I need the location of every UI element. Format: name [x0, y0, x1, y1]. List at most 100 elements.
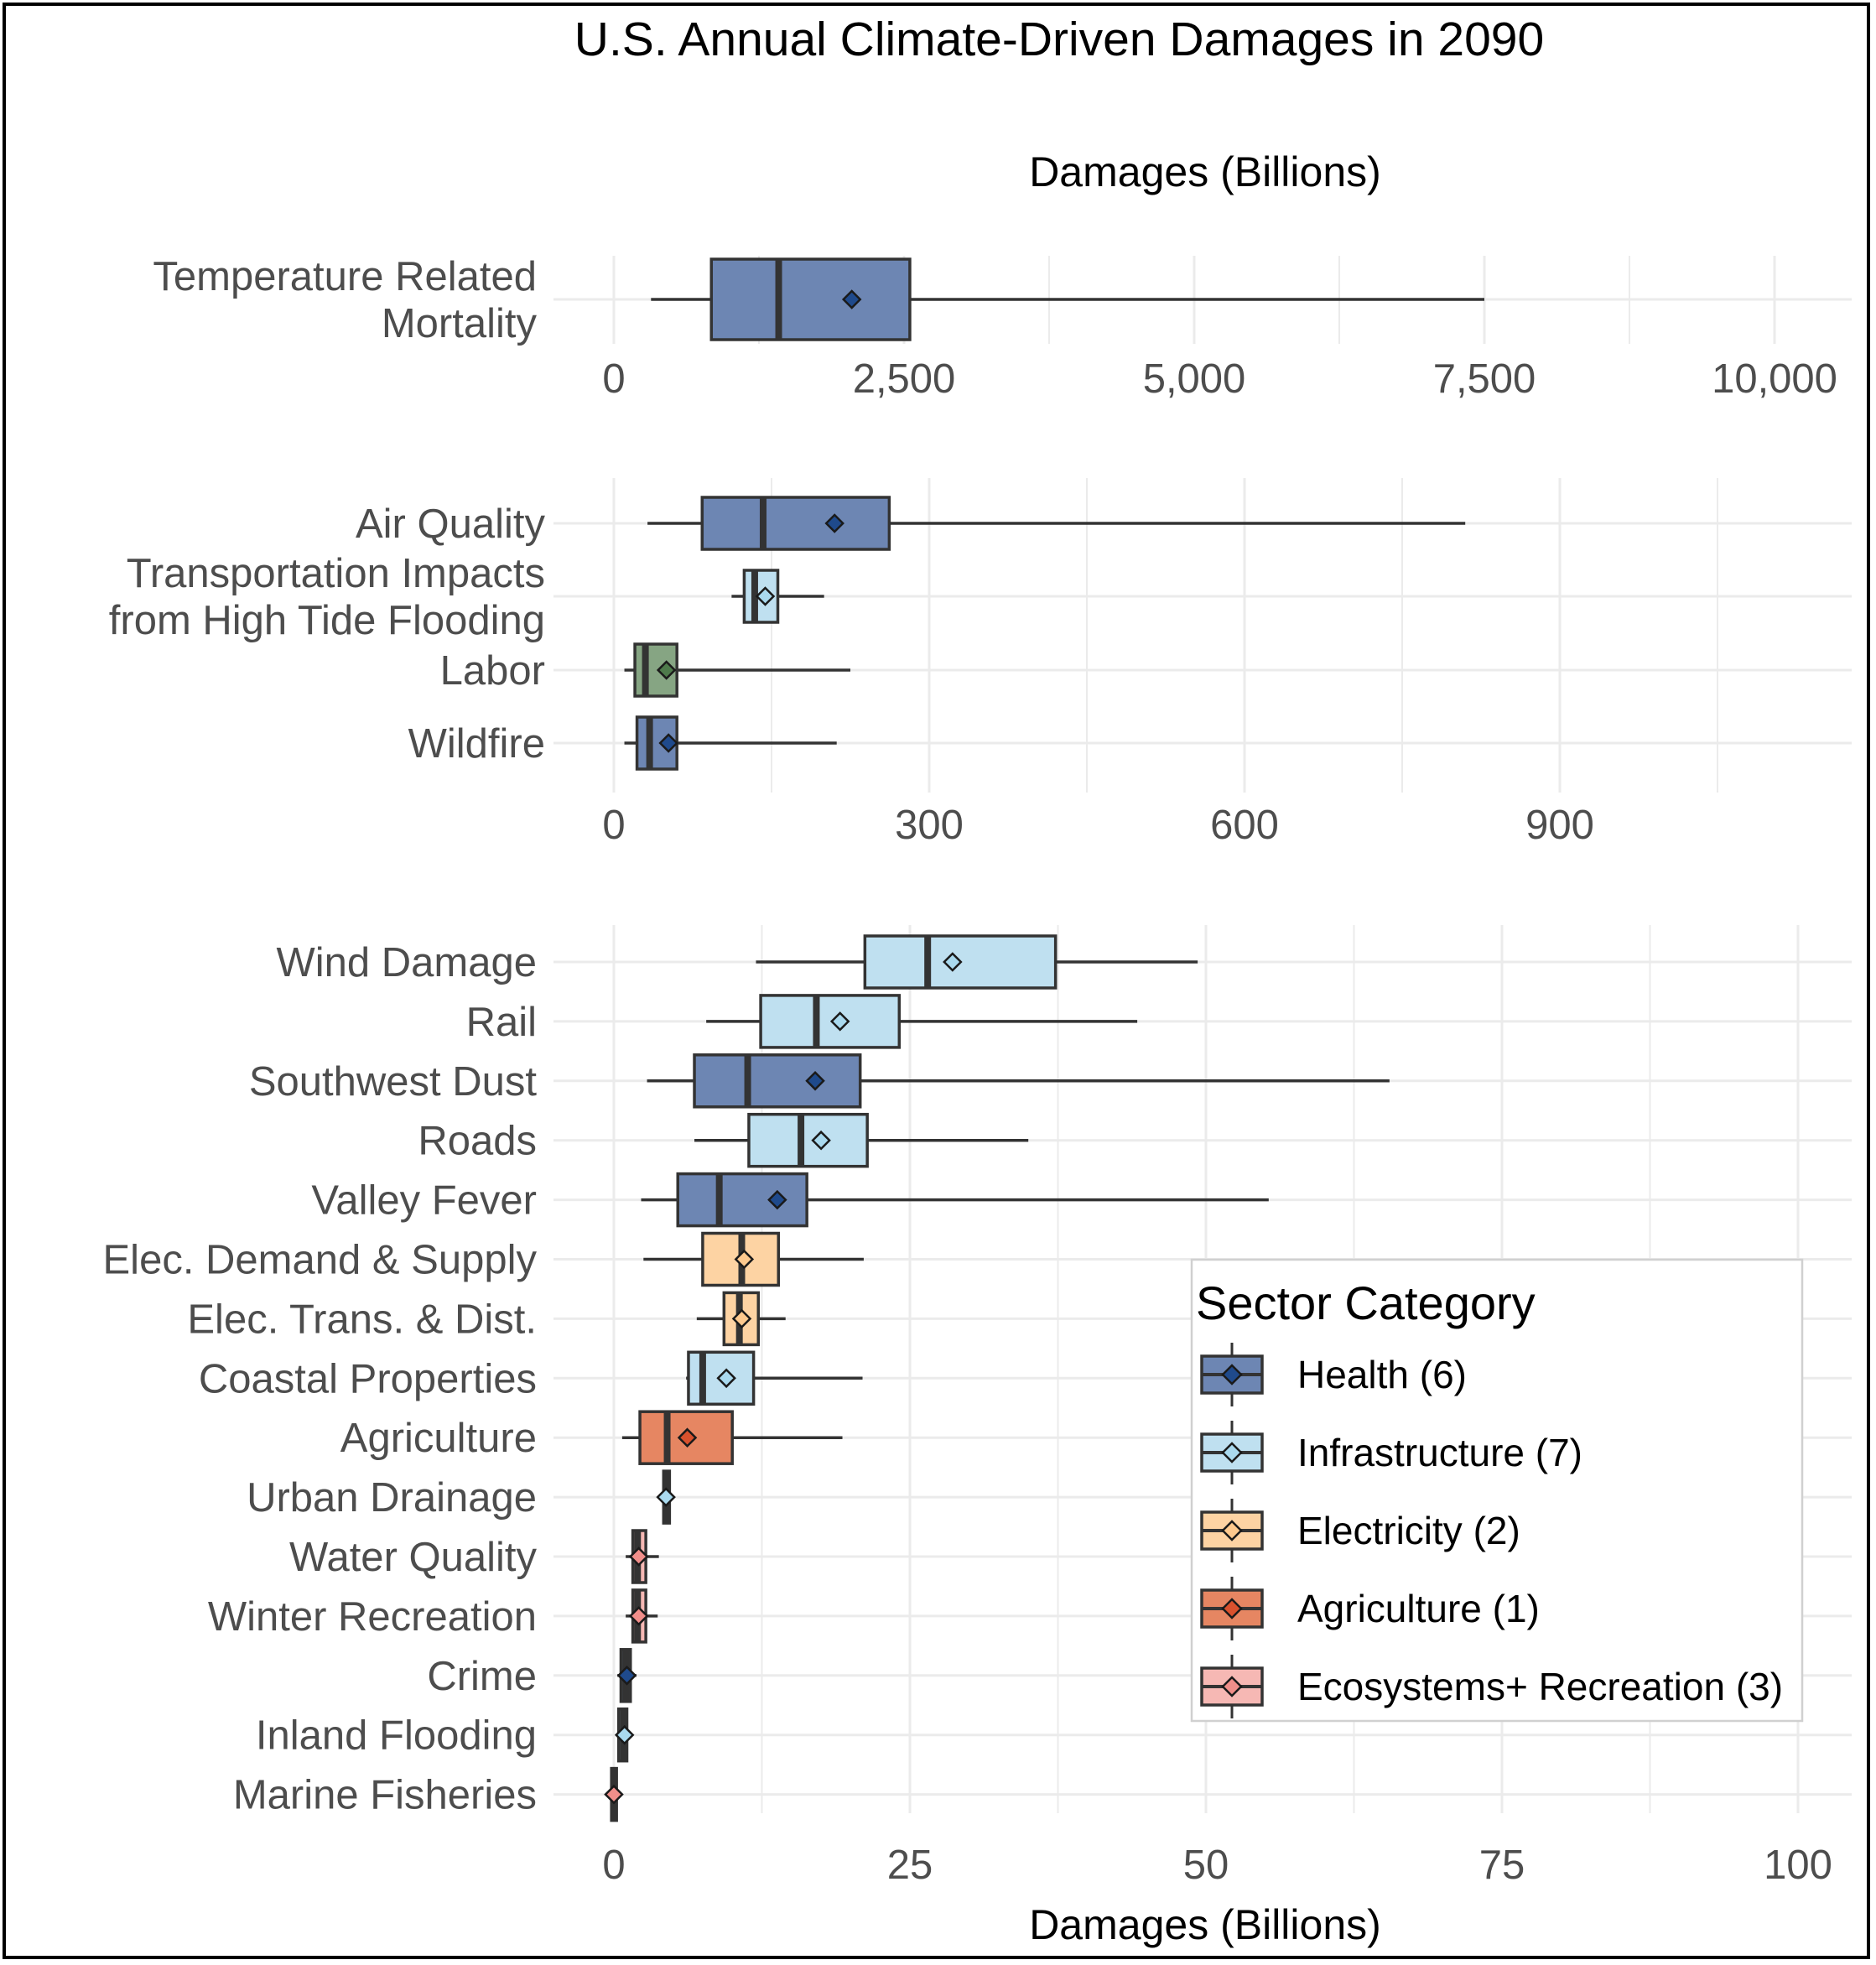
category-label: Roads	[418, 1119, 537, 1164]
mean-marker	[805, 1071, 825, 1091]
box-labor	[624, 642, 850, 698]
tick-label: 2,500	[853, 356, 956, 402]
category-label: Elec. Trans. & Dist.	[187, 1297, 537, 1342]
box-coastal-properties	[686, 1350, 863, 1406]
box-winter-recreation	[626, 1588, 658, 1644]
tick-label: 10,000	[1712, 356, 1837, 402]
tick-label: 75	[1479, 1843, 1525, 1888]
box-rail	[706, 994, 1138, 1049]
category-label: Inland Flooding	[256, 1713, 537, 1759]
box-roads	[694, 1112, 1029, 1168]
box-urban-drainage	[656, 1469, 676, 1525]
box-elec-demand-supply	[643, 1231, 864, 1287]
box-wildfire	[624, 715, 837, 771]
mean-marker	[734, 1249, 755, 1270]
category-label: from High Tide Flooding	[109, 598, 545, 643]
category-label: Labor	[440, 648, 545, 694]
tick-label: 100	[1764, 1843, 1832, 1888]
tick-label: 50	[1183, 1843, 1229, 1888]
category-label: Agriculture	[340, 1416, 537, 1461]
legend-key-agriculture	[1200, 1577, 1264, 1640]
box-iqr	[700, 496, 891, 551]
legend-title: Sector Category	[1196, 1276, 1536, 1329]
legend-mean-marker	[1221, 1442, 1243, 1463]
box-air-quality	[647, 496, 1466, 551]
category-label: Urban Drainage	[247, 1475, 537, 1521]
legend-mean-marker	[1221, 1520, 1243, 1541]
box-iqr	[709, 257, 912, 341]
legend-label: Health (6)	[1297, 1353, 1467, 1396]
mean-marker	[616, 1666, 637, 1686]
category-label: Elec. Demand & Supply	[103, 1238, 538, 1283]
tick-label: 5,000	[1143, 356, 1246, 402]
x-axis-label: Damages (Billions)	[1029, 1901, 1381, 1948]
legend: Sector Category Health (6) Infrastructure …	[1190, 1258, 1804, 1723]
mean-marker	[824, 513, 844, 533]
top-axis-label: Damages (Billions)	[1029, 148, 1381, 195]
tick-label: 0	[602, 803, 625, 848]
box-crime	[616, 1648, 637, 1703]
box-valley-fever	[641, 1172, 1269, 1228]
category-label: Rail	[466, 1000, 537, 1045]
chart-title: U.S. Annual Climate-Driven Damages in 20…	[574, 13, 1544, 66]
legend-label: Electricity (2)	[1297, 1509, 1520, 1552]
category-label: Crime	[427, 1654, 537, 1699]
panel-1: 0 2,500 5,000 7,500 10,000 Temperature Relate…	[153, 254, 1852, 402]
mean-marker	[811, 1130, 831, 1151]
category-label: Air Quality	[356, 502, 546, 547]
tick-label: 300	[895, 803, 964, 848]
mean-marker	[658, 733, 678, 753]
box-water-quality	[626, 1529, 659, 1584]
chart-frame	[3, 3, 1870, 1959]
mean-marker	[614, 1724, 635, 1745]
category-label: Southwest Dust	[249, 1059, 538, 1105]
legend-key-ecosystems	[1200, 1655, 1264, 1718]
legend-mean-marker	[1221, 1364, 1243, 1385]
legend-box	[1190, 1258, 1804, 1723]
mean-marker	[943, 952, 963, 972]
legend-key-infrastructure	[1200, 1421, 1264, 1484]
category-label: Winter Recreation	[208, 1594, 537, 1640]
box-iqr	[676, 1172, 808, 1228]
box-temperature-related-mortality	[651, 257, 1484, 341]
tick-label: 0	[602, 356, 625, 402]
mean-marker	[716, 1368, 736, 1389]
mean-marker	[829, 1011, 850, 1032]
category-label: Water Quality	[289, 1535, 537, 1580]
box-wind-damage	[756, 934, 1198, 990]
box-transportation-impacts-from-high-tide-flooding	[731, 569, 824, 624]
mean-marker	[755, 586, 776, 606]
legend-label: Agriculture (1)	[1297, 1587, 1540, 1630]
tick-label: 600	[1210, 803, 1279, 848]
box-iqr	[759, 994, 902, 1049]
category-label: Marine Fisheries	[233, 1773, 537, 1818]
mean-marker	[656, 1487, 676, 1507]
category-label: Wildfire	[408, 721, 545, 767]
mean-marker	[731, 1308, 752, 1329]
legend-label: Ecosystems+ Recreation (3)	[1297, 1665, 1783, 1708]
box-inland-flooding	[614, 1707, 635, 1763]
mean-marker	[628, 1547, 649, 1567]
box-elec-trans-dist	[696, 1291, 786, 1347]
category-label: Temperature Related	[153, 254, 537, 299]
mean-marker	[628, 1606, 649, 1626]
legend-key-health	[1200, 1343, 1264, 1406]
tick-label: 7,500	[1433, 356, 1536, 402]
mean-marker	[656, 660, 677, 680]
legend-key-electricity	[1200, 1499, 1264, 1562]
tick-label: 900	[1525, 803, 1594, 848]
legend-mean-marker	[1221, 1676, 1243, 1697]
category-label: Mortality	[382, 301, 538, 346]
tick-label: 25	[887, 1843, 933, 1888]
category-label: Valley Fever	[311, 1178, 537, 1224]
mean-marker	[677, 1427, 698, 1448]
legend-mean-marker	[1221, 1598, 1243, 1619]
tick-label: 0	[602, 1843, 625, 1888]
box-agriculture	[621, 1410, 843, 1465]
box-southwest-dust	[647, 1053, 1390, 1109]
category-label: Wind Damage	[277, 940, 537, 985]
mean-marker	[841, 289, 862, 309]
box-iqr	[693, 1053, 862, 1109]
